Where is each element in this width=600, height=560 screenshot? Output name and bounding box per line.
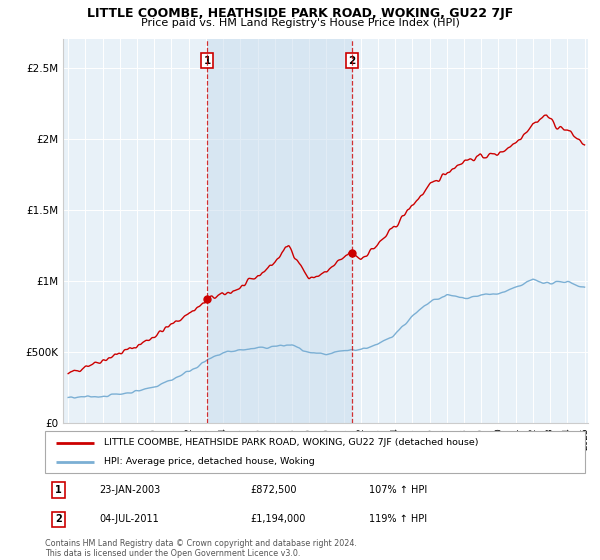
Text: 2: 2 bbox=[349, 55, 356, 66]
Text: 119% ↑ HPI: 119% ↑ HPI bbox=[369, 515, 427, 525]
Text: Contains HM Land Registry data © Crown copyright and database right 2024.
This d: Contains HM Land Registry data © Crown c… bbox=[45, 539, 357, 558]
Text: £1,194,000: £1,194,000 bbox=[250, 515, 305, 525]
Text: 1: 1 bbox=[55, 485, 62, 495]
Text: 1: 1 bbox=[203, 55, 211, 66]
Text: 04-JUL-2011: 04-JUL-2011 bbox=[99, 515, 159, 525]
Text: £872,500: £872,500 bbox=[250, 485, 296, 495]
Text: 2: 2 bbox=[55, 515, 62, 525]
Text: Price paid vs. HM Land Registry's House Price Index (HPI): Price paid vs. HM Land Registry's House … bbox=[140, 18, 460, 28]
Text: 23-JAN-2003: 23-JAN-2003 bbox=[99, 485, 160, 495]
Text: 107% ↑ HPI: 107% ↑ HPI bbox=[369, 485, 427, 495]
Text: LITTLE COOMBE, HEATHSIDE PARK ROAD, WOKING, GU22 7JF: LITTLE COOMBE, HEATHSIDE PARK ROAD, WOKI… bbox=[87, 7, 513, 20]
Text: LITTLE COOMBE, HEATHSIDE PARK ROAD, WOKING, GU22 7JF (detached house): LITTLE COOMBE, HEATHSIDE PARK ROAD, WOKI… bbox=[104, 438, 479, 447]
Bar bbox=[207, 39, 352, 423]
FancyBboxPatch shape bbox=[45, 431, 585, 473]
Text: HPI: Average price, detached house, Woking: HPI: Average price, detached house, Woki… bbox=[104, 458, 315, 466]
